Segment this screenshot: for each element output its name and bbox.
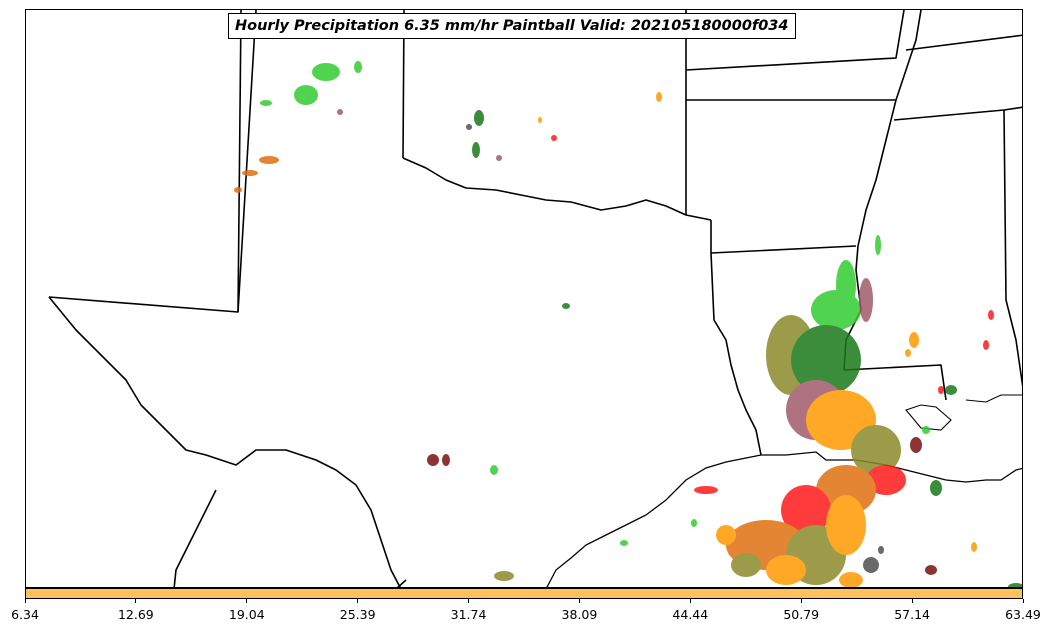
precip-blob	[694, 486, 718, 494]
precip-blob	[866, 465, 906, 495]
precip-blob	[551, 135, 557, 141]
precip-blob	[905, 349, 911, 357]
border-tx-la	[710, 252, 762, 456]
precip-blobs	[234, 61, 1022, 587]
precip-blob	[766, 555, 806, 585]
precip-blob	[731, 553, 761, 577]
precip-blob	[791, 325, 861, 395]
border-mexico-2	[397, 579, 407, 587]
colorbar-tick	[468, 599, 470, 603]
precip-blob	[938, 386, 944, 394]
colorbar-tick-label: 19.04	[228, 607, 265, 622]
precip-blob	[260, 100, 272, 106]
colorbar-tick	[135, 599, 137, 603]
colorbar-tick-label: 6.34	[11, 607, 39, 622]
colorbar-tick	[1022, 599, 1024, 603]
colorbar-tick	[578, 599, 580, 603]
colorbar-tick-label: 31.74	[450, 607, 487, 622]
colorbar-tick	[689, 599, 691, 603]
precip-blob	[716, 525, 736, 545]
precip-blob	[427, 454, 439, 466]
colorbar-tick-label: 63.49	[1005, 607, 1041, 622]
precip-blob	[1008, 583, 1022, 587]
border-tn	[893, 106, 1022, 121]
precip-blob	[909, 332, 919, 348]
precip-blob	[620, 540, 628, 546]
border-ms-la	[843, 364, 947, 401]
precip-blob	[945, 385, 957, 395]
precip-blob	[863, 557, 879, 573]
precip-blob	[442, 454, 450, 466]
map-title: Hourly Precipitation 6.35 mm/hr Paintbal…	[228, 13, 796, 39]
precip-blob	[910, 437, 922, 453]
precip-blob	[474, 110, 484, 126]
precip-blob	[490, 465, 498, 475]
border-red-river	[402, 157, 712, 221]
precip-blob	[234, 187, 242, 193]
map-panel	[25, 9, 1023, 588]
precip-blob	[337, 109, 343, 115]
colorbar-tick-label: 25.39	[339, 607, 376, 622]
precip-blob	[816, 465, 876, 515]
precip-blob	[875, 235, 881, 255]
precip-blob	[836, 260, 856, 310]
precip-blob	[466, 124, 472, 130]
state-borders	[48, 10, 1022, 587]
precip-blob	[930, 480, 942, 496]
border-ky	[905, 34, 1022, 51]
border-rio-grande	[48, 296, 401, 587]
colorbar-tick-label: 44.44	[672, 607, 709, 622]
precip-blob	[562, 303, 570, 309]
precip-blob	[826, 495, 866, 555]
colorbar-tick-label: 12.69	[117, 607, 154, 622]
precip-blob	[839, 572, 863, 587]
precip-blob	[312, 63, 340, 81]
precip-blob	[242, 170, 258, 176]
colorbar-tick	[246, 599, 248, 603]
precip-blob	[922, 426, 930, 434]
precip-blob	[878, 546, 884, 554]
colorbar-tick	[911, 599, 913, 603]
colorbar-tick-label: 38.09	[561, 607, 598, 622]
precip-blob	[494, 571, 514, 581]
precip-blob	[925, 565, 937, 575]
border-mo-ar	[685, 10, 905, 71]
precip-blob	[538, 117, 542, 123]
precip-blob	[859, 278, 873, 322]
precip-blob	[259, 156, 279, 164]
colorbar-tick-label: 50.79	[783, 607, 820, 622]
precip-blob	[851, 425, 901, 475]
border-tx-panhandle	[48, 10, 242, 313]
precip-blob	[691, 519, 697, 527]
precip-blob	[496, 155, 502, 161]
coastline-gulf	[546, 451, 1022, 587]
border-mexico-1	[173, 489, 217, 587]
colorbar-tick-label: 57.14	[894, 607, 931, 622]
colorbar-tick	[800, 599, 802, 603]
border-ar-la	[710, 220, 857, 254]
coastline-lakes	[905, 394, 1022, 431]
precip-blob	[294, 85, 318, 105]
map-canvas	[48, 10, 1022, 587]
colorbar-tick	[24, 599, 26, 603]
precip-blob	[983, 340, 989, 350]
colorbar	[25, 588, 1023, 599]
precip-blob	[971, 542, 977, 552]
precip-blob	[472, 142, 480, 158]
border-ms-al	[1003, 109, 1022, 387]
border-co-nm	[237, 10, 257, 313]
precip-blob	[656, 92, 662, 102]
colorbar-tick	[357, 599, 359, 603]
precip-blob	[354, 61, 362, 73]
precip-blob	[781, 485, 831, 535]
precip-blob	[988, 310, 994, 320]
